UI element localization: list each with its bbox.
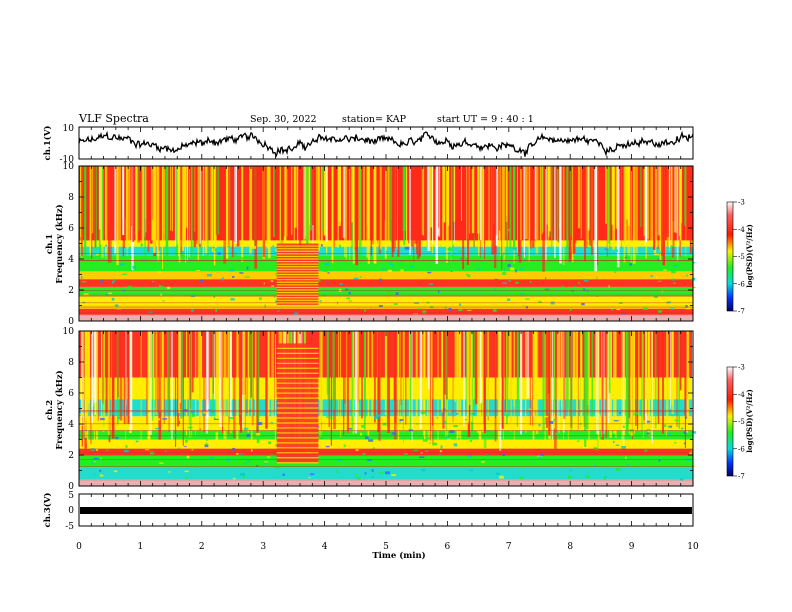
start-time-label: start UT = 9 : 40 : 1	[437, 114, 534, 125]
freq-tick-label: 8	[68, 193, 74, 203]
station-label: station= KAP	[342, 114, 407, 125]
ch1-colorbar: -3 -4 -5 -6 -7 log(PSD)(V²/Hz)	[726, 199, 754, 316]
ch2-spectrogram-ylabel-line2: Frequency (kHz)	[54, 370, 65, 449]
freq-tick-label: 10	[63, 327, 75, 337]
ch2-spectrogram-panel: 0 2 4 6 8 10 ch.2 Frequency (kHz)	[45, 327, 697, 492]
x-tick-label: 10	[687, 542, 699, 552]
freq-tick-label: 8	[68, 358, 74, 368]
ch1-ytick-top: 10	[63, 124, 75, 134]
colorbar-tick-label: -4	[738, 226, 745, 234]
x-tick-label: 8	[567, 542, 573, 552]
ch1-spectrogram-ylabel-line1: ch.1	[45, 234, 55, 254]
ch1-spectrogram-image	[79, 166, 696, 321]
ch1-colorbar-label: log(PSD)(V²/Hz)	[745, 224, 754, 288]
ch3-waveform	[80, 507, 692, 514]
ch3-ytick-mid: 0	[68, 506, 74, 516]
colorbar-tick-label: -5	[738, 253, 745, 261]
ch3-ytick-top: 5	[68, 491, 74, 501]
x-tick-label: 5	[383, 542, 389, 552]
colorbar-tick-label: -5	[738, 418, 745, 426]
colorbar-tick-label: -3	[738, 199, 745, 207]
colorbar-tick-label: -6	[738, 280, 745, 288]
freq-tick-label: 0	[68, 482, 74, 492]
freq-tick-label: 4	[68, 255, 74, 265]
ch3-voltage-panel: 5 0 -5 ch.3(V)	[42, 491, 694, 532]
ch1-waveform	[78, 130, 694, 159]
ch3-ylabel: ch.3(V)	[42, 493, 53, 528]
freq-tick-label: 2	[68, 451, 74, 461]
colorbar-tick-label: -4	[738, 391, 745, 399]
x-tick-label: 3	[260, 542, 266, 552]
ch3-ytick-bottom: -5	[65, 522, 74, 532]
ch2-spectrogram-image	[79, 331, 697, 486]
colorbar-tick-label: -7	[738, 308, 745, 316]
date-label: Sep. 30, 2022	[250, 114, 317, 125]
colorbar-tick-label: -7	[738, 473, 745, 481]
x-tick-label: 2	[199, 542, 205, 552]
ch1-ylabel: ch.1(V)	[42, 126, 53, 161]
x-tick-label: 1	[138, 542, 144, 552]
ch1-spectrogram-ylabel-line2: Frequency (kHz)	[54, 204, 65, 283]
freq-tick-label: 6	[68, 389, 74, 399]
freq-tick-label: 4	[68, 420, 74, 430]
colorbar-tick-label: -3	[738, 364, 745, 372]
ch2-colorbar-label: log(PSD)(V²/Hz)	[745, 389, 754, 453]
x-axis-label: Time (min)	[372, 550, 425, 561]
x-tick-label: 7	[506, 542, 512, 552]
x-tick-label: 6	[445, 542, 451, 552]
freq-tick-label: 0	[68, 317, 74, 327]
colorbar-tick-label: -6	[738, 445, 745, 453]
freq-tick-label: 10	[63, 162, 75, 172]
ch2-spectrogram-ylabel-line1: ch.2	[45, 400, 55, 420]
figure-title: VLF Spectra	[78, 112, 149, 125]
ch2-colorbar: -3 -4 -5 -6 -7 log(PSD)(V²/Hz)	[726, 364, 754, 481]
x-tick-label: 9	[629, 542, 635, 552]
freq-tick-label: 6	[68, 224, 74, 234]
x-tick-labels: 0 1 2 3 4 5 6 7 8 9 10	[76, 542, 699, 552]
x-tick-label: 4	[322, 542, 328, 552]
ch1-voltage-panel: 10 -10 ch.1(V)	[42, 124, 694, 165]
x-tick-label: 0	[76, 542, 82, 552]
ch1-ytick-bottom: -10	[60, 155, 75, 165]
ch1-spectrogram-panel: 0 2 4 6 8 10 ch.1 Frequency (kHz)	[45, 162, 696, 327]
freq-tick-label: 2	[68, 286, 74, 296]
